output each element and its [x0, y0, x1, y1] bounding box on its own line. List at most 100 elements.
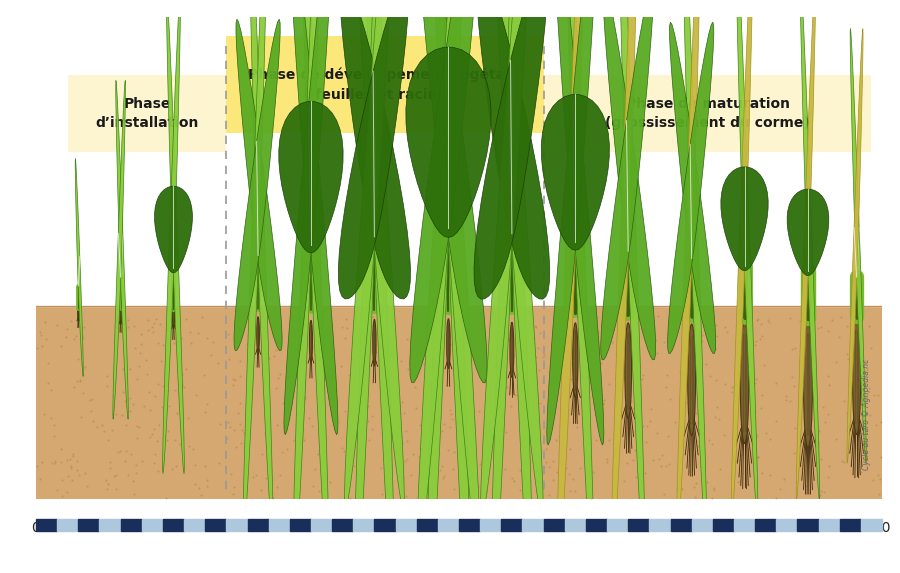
Point: [273, 470, 287, 480]
Point: [682, 466, 697, 475]
Polygon shape: [668, 22, 714, 354]
Point: [515, 460, 529, 469]
Point: [280, 445, 294, 454]
Point: [410, 312, 424, 321]
Point: [53, 445, 68, 454]
Point: [478, 372, 492, 382]
Point: [429, 411, 444, 421]
Point: [223, 422, 238, 431]
Point: [426, 348, 440, 358]
Point: [528, 321, 543, 330]
Point: [78, 362, 93, 371]
Point: [464, 340, 478, 350]
Point: [227, 482, 241, 492]
Point: [293, 438, 308, 447]
Point: [688, 336, 703, 346]
Ellipse shape: [373, 320, 376, 366]
Point: [563, 444, 578, 453]
Point: [663, 394, 678, 403]
Point: [788, 344, 802, 353]
Point: [628, 446, 643, 455]
Bar: [777, 519, 797, 531]
Point: [507, 351, 521, 360]
Point: [621, 399, 635, 408]
Point: [60, 471, 75, 480]
Point: [182, 442, 196, 451]
Point: [753, 403, 768, 413]
Point: [555, 458, 570, 468]
Point: [806, 349, 821, 358]
Point: [706, 342, 721, 351]
Point: [770, 378, 784, 387]
Point: [66, 449, 80, 458]
Bar: [734, 519, 755, 531]
Point: [443, 406, 457, 415]
Point: [792, 419, 806, 428]
Bar: [501, 519, 522, 531]
Point: [706, 331, 721, 340]
Point: [528, 393, 543, 402]
Bar: [417, 519, 438, 531]
Point: [753, 320, 768, 329]
Point: [596, 398, 610, 407]
Polygon shape: [489, 0, 526, 573]
Point: [821, 409, 835, 418]
Bar: [354, 519, 374, 531]
Point: [430, 422, 445, 431]
Point: [230, 320, 244, 329]
Point: [659, 382, 673, 391]
Point: [419, 470, 434, 479]
Point: [821, 326, 835, 335]
Point: [585, 467, 599, 476]
Point: [497, 356, 511, 366]
Point: [304, 422, 319, 431]
Point: [812, 426, 826, 435]
Point: [500, 346, 514, 355]
Point: [344, 465, 358, 474]
Point: [276, 399, 291, 408]
Point: [568, 412, 582, 421]
Point: [137, 401, 151, 410]
Point: [562, 486, 577, 496]
Point: [132, 361, 147, 370]
Point: [646, 456, 661, 465]
Point: [306, 481, 320, 490]
Point: [455, 417, 470, 426]
Point: [132, 422, 147, 431]
Point: [674, 422, 688, 431]
Point: [805, 319, 819, 328]
Point: [237, 429, 251, 438]
Point: [99, 476, 113, 485]
Point: [651, 311, 665, 320]
Point: [693, 419, 707, 429]
Bar: [269, 519, 290, 531]
Point: [334, 362, 348, 371]
Point: [100, 485, 114, 494]
Point: [752, 334, 767, 343]
Bar: [459, 519, 481, 531]
Point: [249, 470, 264, 479]
Point: [64, 462, 78, 471]
Point: [292, 448, 306, 457]
Point: [728, 397, 742, 406]
Point: [846, 401, 860, 410]
Point: [295, 384, 310, 394]
Point: [167, 385, 182, 394]
Point: [414, 354, 428, 363]
Point: [446, 464, 461, 473]
Point: [578, 410, 592, 419]
Point: [742, 381, 757, 390]
Point: [148, 314, 163, 323]
Ellipse shape: [310, 320, 312, 363]
Point: [147, 459, 161, 468]
Point: [311, 344, 326, 354]
Point: [707, 413, 722, 422]
Point: [150, 379, 165, 388]
Point: [337, 447, 351, 456]
Point: [273, 312, 287, 321]
Point: [426, 361, 440, 370]
Point: [78, 468, 93, 477]
Point: [254, 486, 268, 495]
Point: [528, 404, 543, 413]
Point: [751, 453, 765, 462]
